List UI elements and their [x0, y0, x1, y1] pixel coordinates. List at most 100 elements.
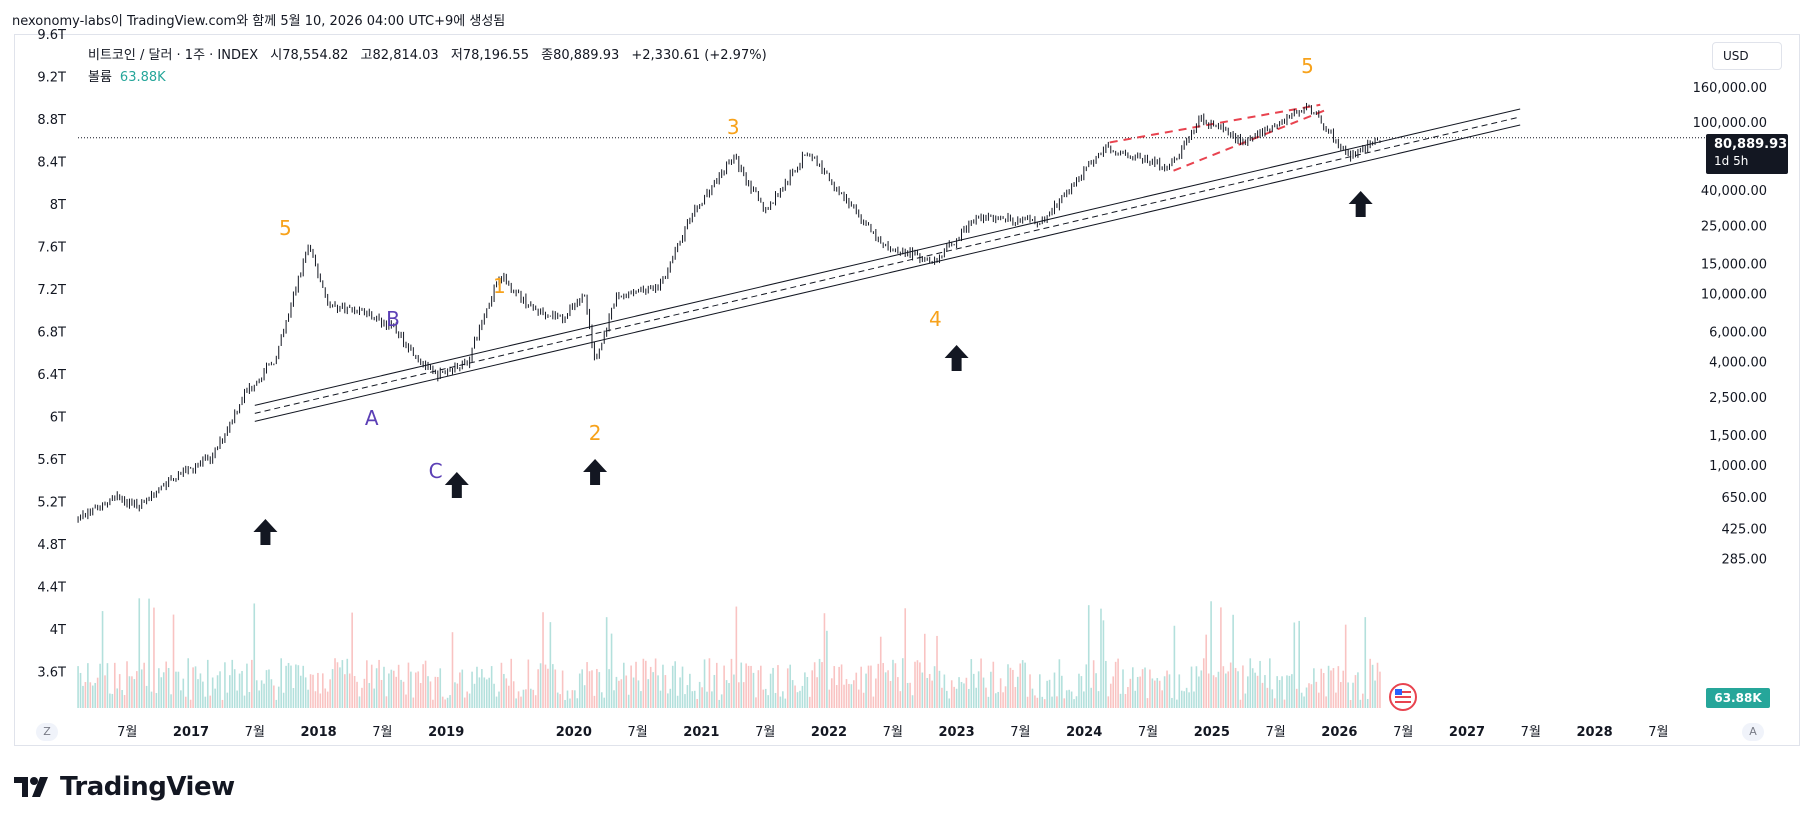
volume-bar	[192, 667, 194, 708]
volume-bar	[520, 696, 522, 708]
volume-bar	[358, 696, 361, 708]
volume-bar	[1105, 660, 1107, 708]
volume-bar	[659, 690, 662, 708]
zoom-reset-button[interactable]: Z	[36, 723, 58, 741]
volume-bar	[708, 658, 711, 708]
volume-bar	[823, 613, 826, 708]
volume-bar	[561, 670, 564, 708]
volume-bar	[1227, 671, 1230, 708]
volume-bar	[1352, 682, 1354, 708]
volume-bar	[1371, 664, 1374, 708]
volume-bar	[960, 681, 963, 708]
volume-bar	[96, 677, 99, 708]
volume-bar	[627, 694, 630, 708]
volume-bar	[1024, 662, 1026, 708]
volume-bar	[302, 665, 305, 708]
volume-bar	[1021, 660, 1024, 708]
volume-bar	[620, 679, 623, 708]
volume-bar	[476, 666, 478, 708]
volume-bar	[392, 670, 395, 708]
volume-bar	[1239, 699, 1242, 708]
volume-bar	[253, 603, 256, 708]
volume-bar	[270, 679, 273, 708]
volume-bar	[1109, 683, 1112, 708]
volume-bar	[184, 696, 187, 708]
volume-bar	[1176, 699, 1178, 708]
volume-bar	[1012, 669, 1014, 708]
volume-bar	[1029, 674, 1031, 708]
volume-bar	[197, 679, 199, 708]
wave-label: 3	[727, 115, 740, 139]
volume-bar	[1261, 682, 1264, 708]
volume-bar	[1185, 687, 1188, 708]
volume-bar	[1264, 675, 1266, 708]
volume-bar	[1286, 675, 1288, 708]
low-value: 78,196.55	[462, 48, 529, 63]
volume-bar	[843, 684, 845, 708]
volume-bar	[1278, 680, 1281, 708]
time-axis-label: 2021	[683, 725, 719, 740]
volume-bar	[503, 673, 505, 708]
volume-bar	[676, 695, 679, 708]
volume-bar	[1207, 673, 1210, 708]
volume-bar	[549, 622, 552, 708]
up-arrow-icon	[944, 345, 969, 371]
volume-bar	[1156, 678, 1159, 708]
volume-bar	[642, 658, 645, 708]
volume-bar	[133, 679, 136, 708]
volume-bar	[155, 693, 158, 708]
volume-bar	[446, 697, 449, 708]
volume-bar	[537, 669, 539, 708]
volume-bar	[456, 683, 459, 708]
volume-bar	[366, 660, 368, 708]
volume-label[interactable]: 볼륨	[88, 70, 112, 85]
left-axis-label: 8T	[50, 198, 66, 213]
volume-bar	[757, 670, 760, 708]
volume-bar	[813, 662, 816, 708]
volume-bar	[1295, 688, 1298, 708]
volume-bar	[571, 690, 574, 708]
auto-scale-button[interactable]: A	[1742, 723, 1764, 741]
volume-bar	[1232, 614, 1234, 708]
volume-bar	[162, 672, 165, 708]
volume-bar	[992, 661, 995, 708]
time-axis-label: 7월	[755, 725, 775, 740]
price-axis-label: 425.00	[1722, 523, 1768, 538]
volume-bar	[297, 665, 300, 708]
volume-bar	[1127, 687, 1129, 708]
volume-bar	[691, 691, 694, 708]
volume-bar	[175, 671, 177, 708]
volume-bar	[219, 671, 221, 708]
volume-bar	[1183, 691, 1185, 708]
volume-bar	[268, 669, 270, 708]
wave-label: A	[365, 406, 379, 430]
volume-bar	[862, 692, 865, 708]
volume-bar	[329, 679, 331, 708]
volume-bar	[400, 679, 402, 708]
wave-label: 5	[279, 216, 292, 240]
volume-bar	[1242, 665, 1244, 708]
symbol-label[interactable]: 비트코인 / 달러 · 1주 · INDEX	[88, 48, 259, 63]
volume-bar	[211, 677, 214, 708]
volume-bar	[701, 687, 703, 708]
volume-bar	[576, 698, 579, 708]
volume-bar	[1046, 680, 1048, 708]
volume-bar	[681, 666, 684, 708]
volume-bar	[845, 679, 848, 708]
volume-bar	[554, 669, 557, 708]
volume-bar	[113, 662, 116, 708]
volume-bar	[725, 680, 728, 708]
volume-bar	[375, 668, 378, 708]
volume-bar	[877, 663, 880, 708]
volume-bar	[982, 677, 985, 708]
tradingview-logo[interactable]: TradingView	[14, 772, 235, 802]
volume-bar	[1002, 692, 1004, 708]
volume-bar	[980, 658, 982, 708]
volume-bar	[649, 666, 652, 708]
volume-bar	[1065, 690, 1068, 708]
volume-bar	[370, 664, 373, 708]
volume-bar	[693, 690, 696, 708]
volume-bar	[1364, 617, 1367, 708]
currency-button[interactable]: USD	[1712, 42, 1782, 70]
